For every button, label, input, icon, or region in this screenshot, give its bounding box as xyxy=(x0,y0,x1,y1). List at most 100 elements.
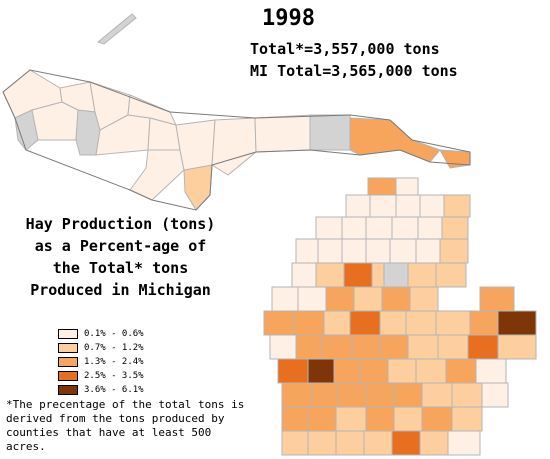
county xyxy=(435,310,471,336)
legend-swatch xyxy=(58,356,78,367)
county xyxy=(307,358,335,384)
county xyxy=(389,238,417,264)
total-label: Total*=3,557,000 tons xyxy=(250,40,440,58)
county xyxy=(333,358,361,384)
county xyxy=(451,382,483,408)
county xyxy=(395,194,421,218)
county xyxy=(407,334,439,360)
legend-label: 3.6% - 6.1% xyxy=(84,384,144,395)
map-title: Hay Production (tons) as a Percent-age o… xyxy=(25,215,216,299)
county xyxy=(365,406,395,432)
county xyxy=(379,334,409,360)
county xyxy=(441,216,469,240)
legend-swatch xyxy=(58,370,78,381)
county xyxy=(321,334,353,360)
legend-item: 1.3% - 2.4% xyxy=(58,355,144,368)
county xyxy=(421,382,453,408)
county xyxy=(307,406,337,432)
county xyxy=(345,194,371,218)
legend-item: 3.6% - 6.1% xyxy=(58,383,144,396)
legend: 0.1% - 0.6% 0.7% - 1.2% 1.3% - 2.4% 2.5% - … xyxy=(58,327,144,397)
county xyxy=(391,216,419,240)
county xyxy=(409,286,439,312)
mi-total-label: MI Total=3,565,000 tons xyxy=(250,62,458,80)
county xyxy=(381,286,411,312)
county xyxy=(439,238,469,264)
county xyxy=(365,382,395,408)
county xyxy=(419,430,449,456)
legend-item: 2.5% - 3.5% xyxy=(58,369,144,382)
county xyxy=(315,216,343,240)
totals-block: Total*=3,557,000 tons MI Total=3,565,000 … xyxy=(250,38,458,82)
legend-label: 2.5% - 3.5% xyxy=(84,370,144,381)
county xyxy=(14,109,39,151)
county xyxy=(393,406,423,432)
county xyxy=(417,216,443,240)
county xyxy=(415,358,447,384)
legend-label: 0.1% - 0.6% xyxy=(84,328,144,339)
county xyxy=(311,382,339,408)
county xyxy=(437,334,469,360)
isle-royale xyxy=(96,13,137,45)
county xyxy=(297,286,327,312)
county xyxy=(439,149,471,169)
county xyxy=(291,262,317,288)
county xyxy=(379,310,407,336)
county xyxy=(335,406,367,432)
footnote: *The precentage of the total tons is der… xyxy=(6,398,245,453)
county xyxy=(295,334,323,360)
county xyxy=(393,382,423,408)
county xyxy=(309,114,351,151)
county xyxy=(337,382,367,408)
county xyxy=(277,358,309,384)
county xyxy=(341,216,367,240)
county xyxy=(343,262,373,288)
county xyxy=(383,262,409,288)
county xyxy=(369,194,397,218)
county xyxy=(365,238,391,264)
county xyxy=(323,310,351,336)
lower-peninsula xyxy=(263,177,537,456)
county xyxy=(307,430,337,456)
county xyxy=(419,194,445,218)
county xyxy=(341,238,367,264)
county xyxy=(335,430,365,456)
county xyxy=(281,430,309,456)
county xyxy=(447,430,481,456)
county xyxy=(415,238,441,264)
county xyxy=(435,262,467,288)
county xyxy=(481,382,509,408)
county xyxy=(281,406,309,432)
county xyxy=(443,194,471,218)
county xyxy=(353,286,383,312)
county xyxy=(445,358,477,384)
county xyxy=(325,286,355,312)
map-year: 1998 xyxy=(262,6,315,31)
county xyxy=(281,382,313,408)
county xyxy=(129,149,185,201)
county xyxy=(469,310,499,336)
county xyxy=(254,114,313,153)
county xyxy=(407,262,437,288)
county xyxy=(497,334,537,360)
county xyxy=(31,101,79,141)
upper-peninsula xyxy=(2,69,471,211)
county xyxy=(269,334,297,360)
legend-item: 0.7% - 1.2% xyxy=(58,341,144,354)
legend-swatch xyxy=(58,342,78,353)
county xyxy=(175,119,216,171)
county xyxy=(349,310,381,336)
county xyxy=(351,334,381,360)
county xyxy=(359,358,389,384)
county xyxy=(475,358,507,384)
county xyxy=(315,262,345,288)
legend-label: 0.7% - 1.2% xyxy=(84,342,144,353)
county xyxy=(365,216,393,240)
legend-swatch xyxy=(58,384,78,395)
county xyxy=(317,238,343,264)
county xyxy=(183,164,213,211)
county xyxy=(451,406,483,432)
county xyxy=(391,430,421,456)
county xyxy=(387,358,417,384)
